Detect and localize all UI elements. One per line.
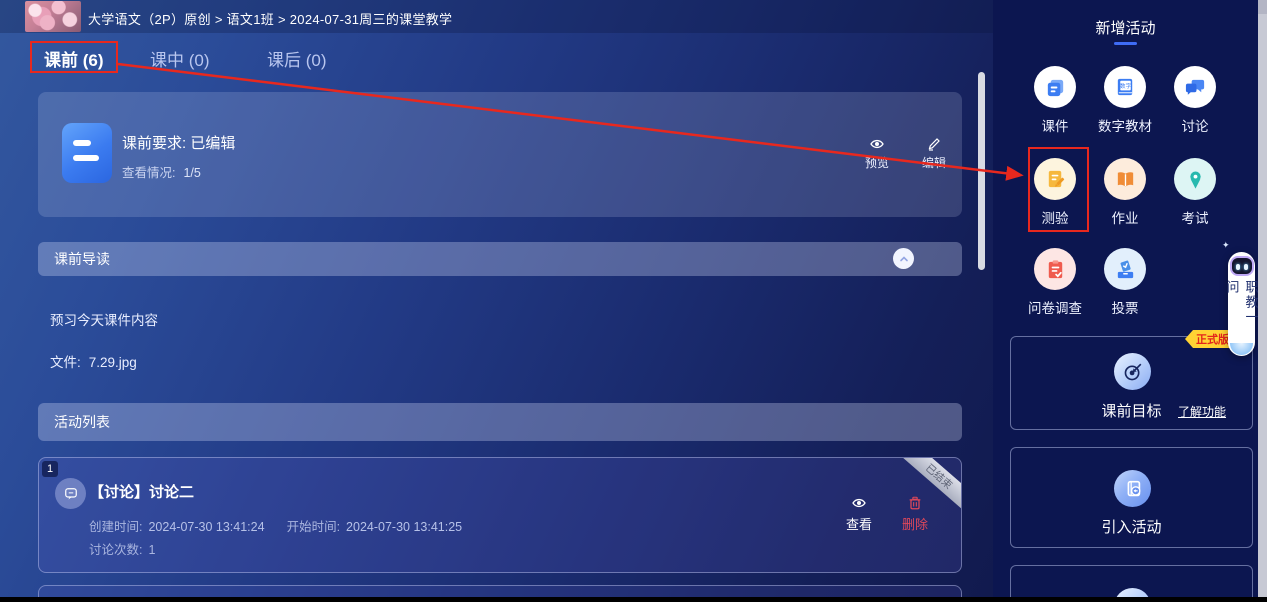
activity-label: 讨论 [1181,119,1209,134]
discussion-type-icon [55,478,86,509]
edit-button[interactable]: 编辑 [906,136,962,171]
created-label: 创建时间: [89,520,143,534]
chat-bubble-icon [64,487,77,500]
pre-class-goal-card[interactable]: 课前目标 了解功能 [1010,336,1253,430]
import-card-label: 引入活动 [1101,519,1162,536]
discussion-icon [1174,66,1216,108]
view-status-value: 1/5 [183,166,201,180]
courseware-icon [1034,66,1076,108]
content-scrollbar[interactable] [978,72,985,270]
pencil-icon [906,136,962,152]
view-status: 查看情况: 1/5 [122,162,201,181]
guide-section-title: 课前导读 [54,251,110,267]
trash-icon [890,495,940,511]
activity-section-header: 活动列表 [38,403,962,441]
delete-button[interactable]: 删除 [890,495,940,533]
annotation-box-tab [30,41,118,73]
wave-decoration [1230,343,1253,355]
course-cover-thumbnail[interactable] [25,1,81,32]
assistant-widget[interactable]: 职教一问 [1224,252,1259,356]
view-label: 查看 [845,517,872,532]
homework-icon [1104,158,1146,200]
view-status-label: 查看情况: [122,166,176,180]
activity-exam[interactable]: 考试 [1160,158,1230,227]
discussion-meta: 创建时间: 2024-07-30 13:41:24 开始时间: 2024-07-30 … [89,516,462,535]
guide-content-text: 预习今天课件内容 [50,313,158,328]
preview-button[interactable]: 预览 [849,136,905,171]
import-activity-card[interactable]: 引入活动 [1010,447,1253,548]
target-icon [1114,353,1151,390]
activity-section-title: 活动列表 [54,414,110,430]
file-label: 文件: [50,355,81,370]
top-header-bar [0,0,993,33]
activity-digital-textbook[interactable]: 数字 数字教材 [1090,66,1160,135]
start-label: 开始时间: [286,520,341,534]
activity-courseware[interactable]: 课件 [1020,66,1090,135]
activity-quiz[interactable]: 测验 [1020,158,1090,227]
collapse-button[interactable] [893,248,914,269]
digital-textbook-icon: 数字 [1104,66,1146,108]
sidebar-title: 新增活动 [1095,20,1156,37]
guide-file-row: 文件: 7.29.jpg [50,351,137,371]
browser-scrollbar[interactable] [1258,0,1267,602]
activity-label: 数字教材 [1098,119,1152,134]
assistant-label: 职教一问 [1224,280,1259,325]
scrollbar-up-button[interactable] [1258,0,1267,14]
vote-icon [1104,248,1146,290]
robot-icon [1229,256,1254,276]
count-value: 1 [148,543,156,557]
learn-more-link[interactable]: 了解功能 [1178,405,1227,419]
activity-index-badge: 1 [42,461,58,477]
goal-card-label: 课前目标 [1101,403,1162,420]
chevron-up-icon [899,255,908,261]
tab-after-class[interactable]: 课后 (0) [267,51,327,70]
activity-discussion[interactable]: 讨论 [1160,66,1230,135]
exam-icon [1174,158,1216,200]
main-panel: 大学语文（2P）原创 > 语文1班 > 2024-07-31周三的课堂教学 课前… [0,0,993,602]
annotation-box-quiz [1028,147,1089,232]
tab-during-class[interactable]: 课中 (0) [150,51,210,70]
eye-icon [834,495,884,511]
start-value: 2024-07-30 13:41:25 [346,520,463,534]
count-label: 讨论次数: [89,543,143,557]
activity-survey[interactable]: 问卷调查 [1020,248,1090,317]
document-icon [55,123,112,185]
created-value: 2024-07-30 13:41:24 [148,520,265,534]
sparkle-icon: ✦ [1222,240,1230,250]
svg-text:数字: 数字 [1119,81,1131,89]
activity-label: 测验 [1041,211,1069,226]
activity-label: 作业 [1111,211,1139,226]
version-badge: 正式版 [1185,330,1235,348]
requirement-title: 课前要求: 已编辑 [122,135,236,152]
file-name[interactable]: 7.29.jpg [88,355,137,370]
guide-section-header: 课前导读 [38,242,962,276]
discussion-activity-card[interactable]: 1 【讨论】讨论二 创建时间: 2024-07-30 13:41:24 开始时间: 2… [38,457,962,573]
eye-icon [849,136,905,152]
add-activity-sidebar: 新增活动 课件 数字 数字教材 讨论 测验 [993,0,1258,602]
sidebar-title-underline [1114,42,1137,45]
activity-label: 投票 [1111,301,1139,316]
pre-class-requirement-card: 课前要求: 已编辑 查看情况: 1/5 预览 编辑 [38,92,962,217]
activity-vote[interactable]: 投票 [1090,248,1160,317]
quiz-icon [1034,158,1076,200]
bottom-edge-bar [0,597,1267,602]
import-book-icon [1114,470,1151,507]
discussion-title: 【讨论】讨论二 [89,484,195,501]
survey-icon [1034,248,1076,290]
activity-label: 课件 [1041,119,1069,134]
discussion-count-row: 讨论次数: 1 [89,539,155,558]
edit-label: 编辑 [921,156,946,170]
activity-label: 考试 [1181,211,1209,226]
preview-label: 预览 [864,156,889,170]
breadcrumb: 大学语文（2P）原创 > 语文1班 > 2024-07-31周三的课堂教学 [88,12,453,27]
delete-label: 删除 [901,517,928,532]
activity-homework[interactable]: 作业 [1090,158,1160,227]
tab-before-class[interactable]: 课前 (6) [44,51,104,70]
view-button[interactable]: 查看 [834,495,884,533]
activity-label: 问卷调查 [1028,301,1082,316]
